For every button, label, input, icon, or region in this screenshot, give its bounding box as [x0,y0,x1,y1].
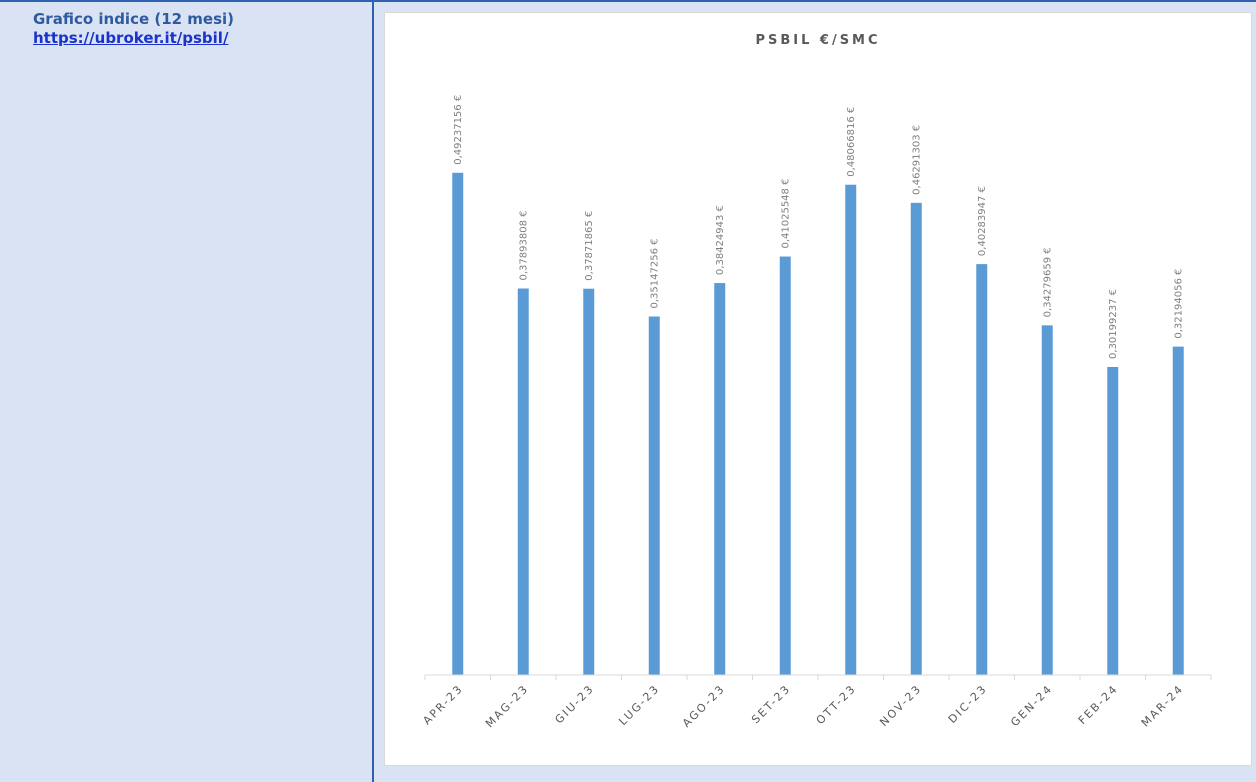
bar-gen-24 [1041,325,1053,675]
data-label: 0,37893808 € [518,210,529,280]
category-label: NOV-23 [877,682,924,729]
category-label: OTT-23 [814,682,859,727]
chart-title: PSBIL €/SMC [755,33,880,48]
bar-giu-23 [583,288,595,675]
category-label: SET-23 [749,682,793,726]
chart-area: PSBIL €/SMC 0,49237156 € APR-23 0,37893808… [384,12,1252,766]
category-label: DIC-23 [946,682,990,726]
column-divider [372,0,374,782]
category-label: APR-23 [420,682,465,727]
category-label: AGO-23 [680,682,728,730]
data-label: 0,41025548 € [780,179,791,249]
bar-ott-23 [845,184,857,675]
bar-feb-24 [1107,366,1119,675]
category-label: GEN-24 [1008,682,1055,729]
data-label: 0,30199237 € [1108,289,1119,359]
bar-ago-23 [714,283,726,675]
data-label: 0,49237156 € [453,95,464,165]
category-label: MAG-23 [483,682,531,730]
data-label: 0,35147256 € [649,239,660,309]
psbil-link[interactable]: https://ubroker.it/psbil/ [33,29,229,47]
bar-apr-23 [452,172,464,675]
bar-dic-23 [976,264,988,675]
data-label: 0,32194056 € [1173,269,1184,339]
table-top-border [0,0,1256,2]
bar-nov-23 [910,202,922,675]
bar-mar-24 [1172,346,1184,675]
left-cell: Grafico indice (12 mesi) https://ubroker… [0,2,372,782]
bar-mag-23 [517,288,529,675]
index-chart-title: Grafico indice (12 mesi) [33,10,235,28]
category-label: GIU-23 [552,682,596,726]
category-label: FEB-24 [1076,682,1121,727]
data-label: 0,40283947 € [977,186,988,256]
category-label: LUG-23 [616,682,662,728]
psbil-bar-chart: PSBIL €/SMC 0,49237156 € APR-23 0,37893808… [420,33,1212,730]
data-label: 0,38424943 € [715,205,726,275]
data-label: 0,34279659 € [1042,247,1053,317]
data-label: 0,37871865 € [584,211,595,281]
data-label: 0,46291303 € [911,125,922,195]
category-label: MAR-24 [1139,682,1187,730]
bar-set-23 [779,256,791,675]
data-label: 0,48066816 € [846,107,857,177]
bar-lug-23 [648,316,660,675]
